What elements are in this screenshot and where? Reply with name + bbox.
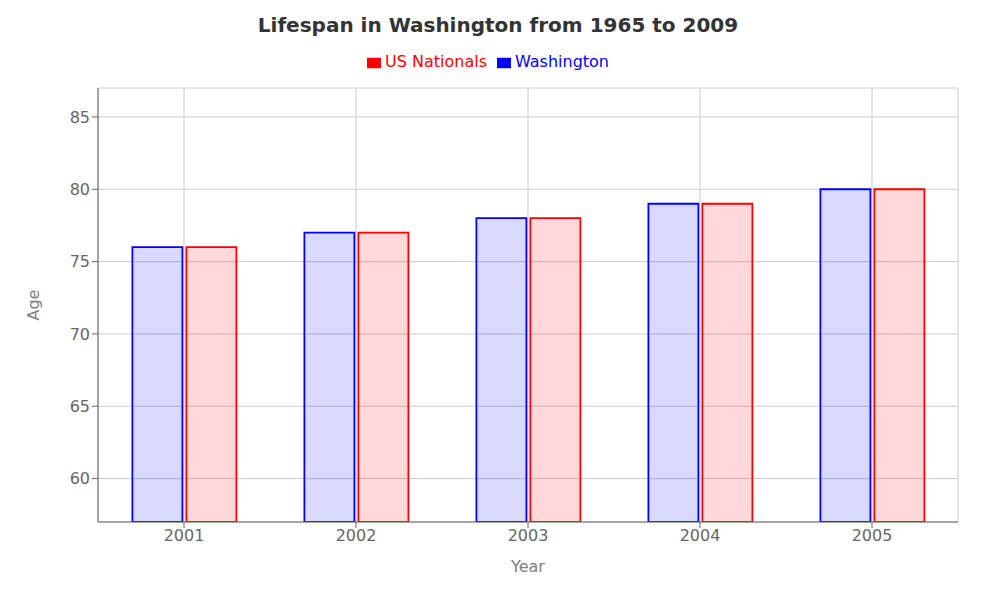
svg-text:2005: 2005 <box>852 526 893 545</box>
svg-text:2004: 2004 <box>680 526 721 545</box>
svg-text:2002: 2002 <box>336 526 377 545</box>
svg-text:2003: 2003 <box>508 526 549 545</box>
svg-text:75: 75 <box>70 252 90 271</box>
svg-text:Year: Year <box>510 557 545 576</box>
html-text:US Nationals: US Nationals <box>385 52 487 71</box>
html-text:Lifespan in Washington from 19: Lifespan in Washington from 1965 to 2009 <box>257 13 739 37</box>
svg-text:85: 85 <box>70 108 90 127</box>
svg-text:2001: 2001 <box>164 526 205 545</box>
svg-text:Age: Age <box>24 290 43 321</box>
svg-text:65: 65 <box>70 397 90 416</box>
svg-text:70: 70 <box>70 325 90 344</box>
svg-text:80: 80 <box>70 180 90 199</box>
svg-text:60: 60 <box>70 469 90 488</box>
html-text:Washington: Washington <box>515 52 609 71</box>
